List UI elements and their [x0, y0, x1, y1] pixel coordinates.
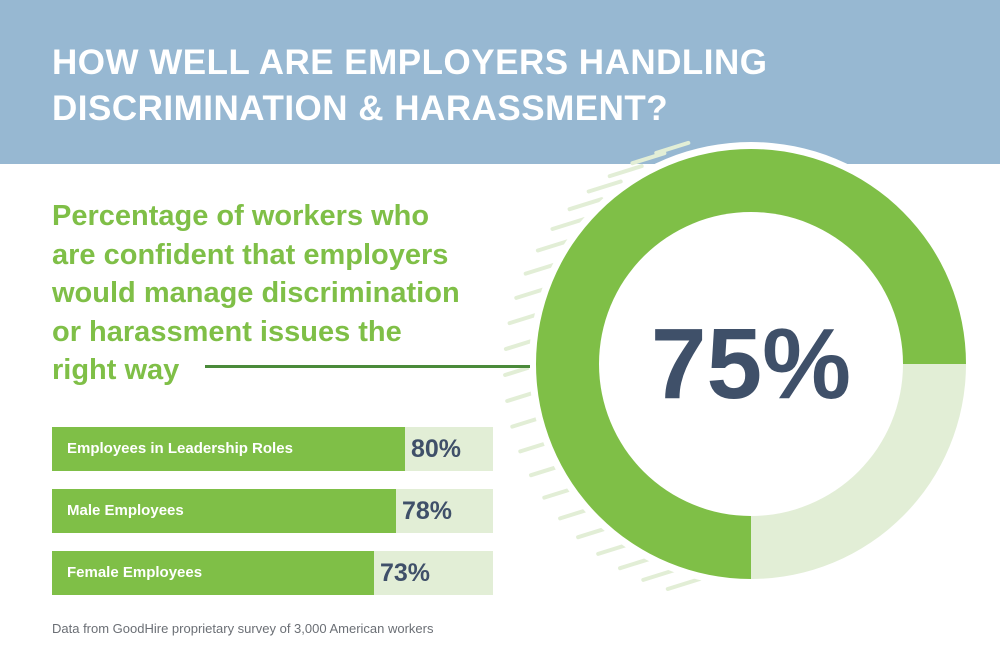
donut-hole	[599, 212, 903, 516]
bar-fill-male	[52, 489, 396, 533]
donut-center-label: 75%	[651, 308, 851, 420]
header-banner: HOW WELL ARE EMPLOYERS HANDLING DISCRIMI…	[0, 0, 1000, 164]
bar-value-male: 78%	[402, 497, 453, 525]
hatch-mark	[665, 577, 702, 591]
bar-label-male: Male Employees	[67, 502, 184, 519]
subtitle-line-1: Percentage of workers who	[52, 200, 430, 232]
bar-label-female: Female Employees	[67, 564, 203, 581]
page-title: HOW WELL ARE EMPLOYERS HANDLING DISCRIMI…	[52, 40, 768, 132]
hatch-mark	[630, 151, 667, 166]
bar-value-female: 73%	[380, 559, 431, 587]
bar-label-leadership: Employees in Leadership Roles	[67, 440, 293, 457]
bar-row-male: Male Employees 78%	[52, 489, 493, 533]
subtitle-line-4: or harassment issues the	[52, 315, 402, 348]
title-line-2: DISCRIMINATION & HARASSMENT?	[52, 89, 669, 128]
subtitle-line-3: would manage discrimination	[52, 277, 460, 309]
hatch-mark	[654, 140, 691, 155]
bar-chart: Employees in Leadership Roles 80% Male E…	[52, 427, 494, 613]
subtitle-line-5: right way	[52, 354, 180, 386]
hatch-mark	[607, 164, 644, 179]
hatch-mark	[567, 197, 604, 212]
hatch-mark	[550, 217, 587, 231]
bar-row-female: Female Employees 73%	[52, 551, 493, 595]
bar-fill-female	[52, 551, 374, 595]
leader-line	[205, 365, 530, 368]
bar-fill-leadership	[52, 427, 405, 471]
hatch-mark	[586, 179, 623, 194]
title-line-1: HOW WELL ARE EMPLOYERS HANDLING	[52, 43, 768, 82]
bar-value-leadership: 80%	[411, 435, 462, 463]
bar-row-leadership: Employees in Leadership Roles 80%	[52, 427, 493, 471]
chart-subtitle: Percentage of workers who are confident …	[52, 197, 522, 390]
source-note: Data from GoodHire proprietary survey of…	[52, 621, 434, 636]
subtitle-line-2: are confident that employers	[52, 238, 449, 271]
hatch-mark	[535, 238, 572, 253]
hatch-mark	[641, 567, 678, 582]
